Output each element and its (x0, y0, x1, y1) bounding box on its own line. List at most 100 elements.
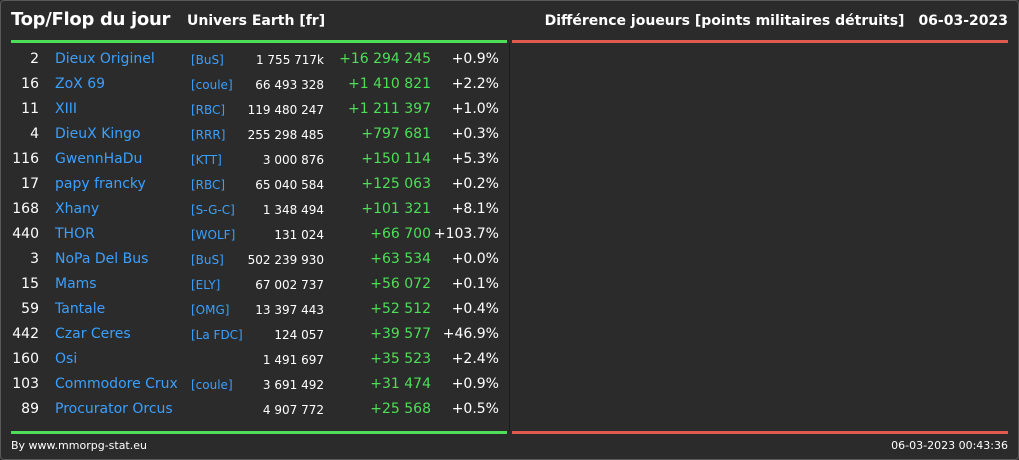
table-row: 440 THOR [WOLF] 131 024 +66 700 +103.7% (0, 222, 509, 247)
player-name-link[interactable]: Czar Ceres (55, 326, 131, 342)
player-points: 65 040 584 (255, 178, 324, 192)
percent-change: +0.2% (451, 176, 499, 192)
points-difference: +101 321 (361, 201, 431, 217)
player-name-link[interactable]: Dieux Originel (55, 51, 155, 67)
player-points: 66 493 328 (255, 78, 324, 92)
alliance-tag-link[interactable]: [BuS] (191, 253, 224, 267)
player-name-link[interactable]: Commodore Crux (55, 376, 178, 392)
alliance-tag-link[interactable]: [ELY] (191, 278, 221, 292)
bottom-divider-red (512, 431, 1008, 434)
table-row: 168 Xhany [S-G-C] 1 348 494 +101 321 +8.1% (0, 197, 509, 222)
player-name-link[interactable]: Osi (55, 351, 78, 367)
player-rank: 168 (12, 201, 39, 217)
player-rank: 59 (21, 301, 39, 317)
player-name-link[interactable]: Mams (55, 276, 97, 292)
player-name-link[interactable]: XIII (55, 101, 77, 117)
bottom-divider-green (11, 431, 507, 434)
player-rank: 116 (12, 151, 39, 167)
player-rank: 3 (30, 251, 39, 267)
player-name-link[interactable]: Procurator Orcus (55, 401, 173, 417)
points-difference: +25 568 (370, 401, 431, 417)
points-difference: +63 534 (370, 251, 431, 267)
player-name-link[interactable]: GwennHaDu (55, 151, 143, 167)
alliance-tag-link[interactable]: [RBC] (191, 178, 226, 192)
points-difference: +125 063 (361, 176, 431, 192)
alliance-tag-link[interactable]: [BuS] (191, 53, 224, 67)
points-difference: +31 474 (370, 376, 431, 392)
points-difference: +66 700 (370, 226, 431, 242)
player-name-link[interactable]: Xhany (55, 201, 100, 217)
player-rank: 17 (21, 176, 39, 192)
table-row: 4 DieuX Kingo [RRR] 255 298 485 +797 681 +0.3… (0, 122, 509, 147)
player-points: 502 239 930 (247, 253, 324, 267)
player-points: 3 000 876 (262, 153, 324, 167)
percent-change: +0.9% (451, 51, 499, 67)
table-row: 16 ZoX 69 [coule] 66 493 328 +1 410 821 +2.2% (0, 72, 509, 97)
player-name-link[interactable]: THOR (55, 226, 95, 242)
alliance-tag-link[interactable]: [S-G-C] (191, 203, 235, 217)
header-right: Différence joueurs [points militaires dé… (545, 13, 1008, 29)
player-name-link[interactable]: papy francky (55, 176, 146, 192)
alliance-tag-link[interactable]: [KTT] (191, 153, 222, 167)
table-row: 116 GwennHaDu [KTT] 3 000 876 +150 114 +5.3% (0, 147, 509, 172)
player-rank: 89 (21, 401, 39, 417)
player-points: 4 907 772 (262, 403, 324, 417)
header: Top/Flop du jour Univers Earth [fr] Diff… (0, 0, 1019, 40)
player-name-link[interactable]: DieuX Kingo (55, 126, 141, 142)
percent-change: +0.0% (451, 251, 499, 267)
alliance-tag-link[interactable]: [La FDC] (191, 328, 243, 342)
top-gainers-table: 2 Dieux Originel [BuS] 1 755 717k +16 294 24… (0, 47, 509, 422)
percent-change: +0.9% (451, 376, 499, 392)
alliance-tag-link[interactable]: [WOLF] (191, 228, 236, 242)
top-divider-red (512, 40, 1008, 43)
percent-change: +1.0% (451, 101, 499, 117)
points-difference: +35 523 (370, 351, 431, 367)
player-points: 131 024 (274, 228, 324, 242)
table-row: 3 NoPa Del Bus [BuS] 502 239 930 +63 534 +0.0… (0, 247, 509, 272)
table-row: 17 papy francky [RBC] 65 040 584 +125 063 +0.… (0, 172, 509, 197)
player-points: 1 755 717k (255, 53, 324, 67)
alliance-tag-link[interactable]: [coule] (191, 378, 233, 392)
table-row: 160 Osi 1 491 697 +35 523 +2.4% (0, 347, 509, 372)
points-difference: +1 410 821 (348, 76, 431, 92)
percent-change: +46.9% (442, 326, 499, 342)
table-row: 15 Mams [ELY] 67 002 737 +56 072 +0.1% (0, 272, 509, 297)
table-row: 11 XIII [RBC] 119 480 247 +1 211 397 +1.0% (0, 97, 509, 122)
player-rank: 103 (12, 376, 39, 392)
alliance-tag-link[interactable]: [OMG] (191, 303, 230, 317)
player-points: 67 002 737 (255, 278, 324, 292)
table-row: 89 Procurator Orcus 4 907 772 +25 568 +0.5% (0, 397, 509, 422)
footer-timestamp: 06-03-2023 00:43:36 (891, 439, 1008, 452)
points-difference: +52 512 (370, 301, 431, 317)
player-name-link[interactable]: Tantale (55, 301, 106, 317)
player-rank: 440 (12, 226, 39, 242)
percent-change: +8.1% (451, 201, 499, 217)
site-credit-link[interactable]: By www.mmorpg-stat.eu (11, 439, 147, 452)
table-row: 2 Dieux Originel [BuS] 1 755 717k +16 294 24… (0, 47, 509, 72)
points-difference: +150 114 (361, 151, 431, 167)
percent-change: +2.2% (451, 76, 499, 92)
header-date: 06-03-2023 (918, 13, 1008, 29)
player-points: 255 298 485 (247, 128, 324, 142)
alliance-tag-link[interactable]: [coule] (191, 78, 233, 92)
percent-change: +2.4% (451, 351, 499, 367)
alliance-tag-link[interactable]: [RBC] (191, 103, 226, 117)
points-difference: +1 211 397 (348, 101, 431, 117)
top-divider-green (11, 40, 507, 43)
player-points: 3 691 492 (262, 378, 324, 392)
player-points: 119 480 247 (247, 103, 324, 117)
table-row: 59 Tantale [OMG] 13 397 443 +52 512 +0.4% (0, 297, 509, 322)
points-difference: +56 072 (370, 276, 431, 292)
player-rank: 11 (21, 101, 39, 117)
player-rank: 16 (21, 76, 39, 92)
page-title: Top/Flop du jour (11, 9, 171, 30)
player-rank: 4 (30, 126, 39, 142)
percent-change: +5.3% (451, 151, 499, 167)
player-name-link[interactable]: ZoX 69 (55, 76, 106, 92)
player-name-link[interactable]: NoPa Del Bus (55, 251, 149, 267)
player-rank: 160 (12, 351, 39, 367)
player-rank: 442 (12, 326, 39, 342)
percent-change: +0.3% (451, 126, 499, 142)
alliance-tag-link[interactable]: [RRR] (191, 128, 226, 142)
percent-change: +0.4% (451, 301, 499, 317)
